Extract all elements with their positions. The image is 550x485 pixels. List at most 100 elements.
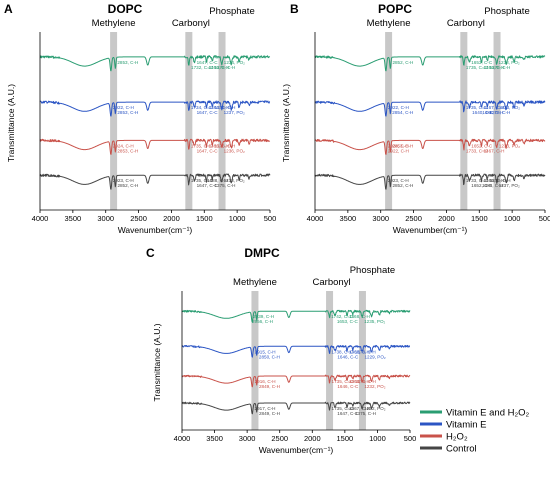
region-label: Phosphate: [350, 265, 395, 276]
peak-label: 1735, C=O: [332, 406, 355, 411]
peak-label: 1652, C-C: [471, 183, 493, 188]
peak-label: 2852, C-H: [117, 183, 138, 188]
spectrum-line: [314, 100, 546, 117]
peak-label: 1376, C-H: [355, 379, 376, 384]
peak-label: 1734, C=O: [191, 105, 214, 110]
x-tick-label: 500: [264, 214, 277, 223]
spectrum-line: [181, 309, 411, 323]
peak-label: 2922, C-H: [388, 105, 409, 110]
x-tick-label: 2000: [163, 214, 180, 223]
peak-label: 1466, C-H: [484, 178, 505, 183]
peak-label: 1647, C-C: [197, 60, 219, 65]
peak-label: 2922, C-H: [388, 148, 409, 153]
spectrum-line: [181, 401, 411, 415]
peak-label: 1735, C=O: [332, 379, 355, 384]
x-tick-label: 3000: [97, 214, 114, 223]
x-tick-label: 1000: [369, 434, 386, 443]
region-band: [185, 32, 193, 210]
peak-label: 1468, C-H: [349, 349, 370, 354]
peak-label: 2924, C-H: [388, 143, 409, 148]
peak-label: 2923, C-H: [388, 178, 409, 183]
x-tick-label: 2500: [130, 214, 147, 223]
peak-label: 2852, C-H: [392, 60, 413, 65]
peak-label: 2849, C-H: [259, 411, 280, 416]
x-tick-label: 1500: [471, 214, 488, 223]
region-band: [460, 32, 468, 210]
region-band: [493, 32, 501, 210]
peak-label: 1647, C-C: [197, 183, 219, 188]
x-axis-label: Wavenumber(cm⁻¹): [259, 445, 334, 455]
peak-label: 1373, C-H: [490, 178, 511, 183]
peak-label: 1466, C-H: [209, 143, 230, 148]
peak-label: 2923, C-H: [113, 178, 134, 183]
spectrum-line: [314, 55, 546, 72]
peak-label: 1647, C-C: [197, 148, 219, 153]
peak-label: 1466, C-H: [484, 65, 505, 70]
spectrum-line: [314, 173, 546, 190]
peak-label: 1742, C=O: [331, 314, 354, 319]
peak-label: 1375, C-H: [355, 411, 376, 416]
peak-label: 1232, PO₂: [364, 406, 385, 411]
panel-title: DOPC: [108, 2, 143, 16]
x-axis-label: Wavenumber(cm⁻¹): [118, 225, 193, 235]
peak-label: 1653, C-C: [337, 319, 359, 324]
peak-label: 1467, C-H: [483, 148, 504, 153]
peak-label: 2850, C-H: [259, 354, 280, 359]
x-tick-label: 3500: [340, 214, 357, 223]
peak-label: 1376, C-H: [489, 110, 510, 115]
region-label: Phosphate: [209, 6, 254, 17]
legend-label: H₂O₂: [446, 432, 468, 443]
x-tick-label: 1500: [337, 434, 354, 443]
peak-label: 1374, C-H: [215, 105, 236, 110]
x-tick-label: 1000: [504, 214, 521, 223]
peak-label: 1468, C-H: [349, 314, 370, 319]
x-tick-label: 500: [404, 434, 417, 443]
peak-label: 2853, C-H: [392, 143, 413, 148]
spectrum-line: [39, 55, 271, 72]
peak-label: 2939, C-H: [253, 314, 274, 319]
x-tick-label: 1500: [196, 214, 213, 223]
peak-label: 1378, C-H: [214, 65, 235, 70]
peak-label: 2924, C-H: [113, 143, 134, 148]
panel-letter: B: [290, 2, 299, 16]
peak-label: 1489, C-H: [482, 183, 503, 188]
peak-label: 1468, C-H: [349, 379, 370, 384]
x-tick-label: 500: [539, 214, 550, 223]
peak-label: 1735, C=O: [191, 178, 214, 183]
panel-title: DMPC: [244, 246, 280, 260]
peak-label: 1237, PO₂: [224, 110, 245, 115]
x-tick-label: 4000: [307, 214, 324, 223]
peak-label: 1376, C-H: [214, 143, 235, 148]
region-band: [110, 32, 118, 210]
x-tick-label: 4000: [32, 214, 49, 223]
panel-letter: C: [146, 246, 155, 260]
peak-label: 1733, C=O: [466, 178, 489, 183]
peak-label: 1237, PO₂: [499, 183, 520, 188]
region-label: Methylene: [233, 277, 277, 288]
peak-label: 2916, C-H: [255, 379, 276, 384]
x-tick-label: 2500: [405, 214, 422, 223]
peak-label: 1467, C-H: [483, 105, 504, 110]
x-tick-label: 2000: [438, 214, 455, 223]
peak-label: 1234, PO₂: [224, 60, 245, 65]
peak-label: 1640, C-C: [472, 110, 494, 115]
x-tick-label: 3500: [206, 434, 223, 443]
peak-label: 1376, C-H: [489, 65, 510, 70]
peak-label: 1235, PO₂: [364, 319, 385, 324]
peak-label: 1229, PO₂: [365, 354, 386, 359]
peak-label: 2917, C-H: [255, 406, 276, 411]
region-label: Phosphate: [484, 6, 529, 17]
peak-label: 1738, C=O: [331, 349, 354, 354]
peak-label: 2849, C-H: [259, 384, 280, 389]
region-band: [251, 291, 259, 430]
peak-label: 2853, C-H: [117, 60, 138, 65]
region-band: [385, 32, 393, 210]
x-tick-label: 4000: [174, 434, 191, 443]
peak-label: 1375, C-H: [215, 183, 236, 188]
x-tick-label: 2000: [304, 434, 321, 443]
x-tick-label: 2500: [271, 434, 288, 443]
